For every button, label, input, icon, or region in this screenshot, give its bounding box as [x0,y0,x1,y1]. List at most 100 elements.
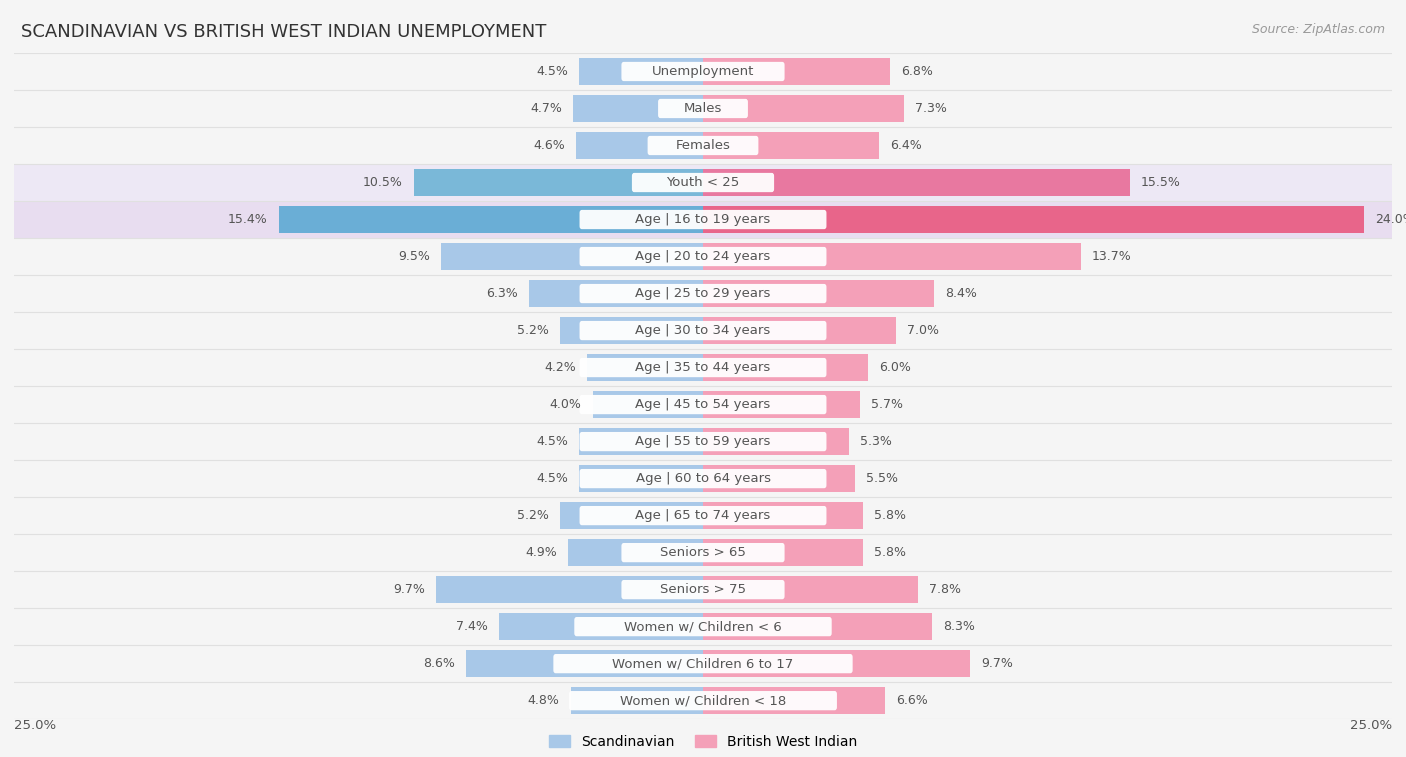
Text: 9.7%: 9.7% [392,583,425,596]
FancyBboxPatch shape [658,99,748,118]
FancyBboxPatch shape [631,173,775,192]
Bar [530,280,703,307]
Bar [703,428,849,455]
Text: 5.7%: 5.7% [872,398,903,411]
Bar [574,95,703,122]
FancyBboxPatch shape [569,691,837,710]
Text: 9.5%: 9.5% [398,250,430,263]
Bar [703,503,863,529]
Text: 5.3%: 5.3% [860,435,891,448]
FancyBboxPatch shape [14,127,1392,164]
FancyBboxPatch shape [14,497,1392,534]
Text: 25.0%: 25.0% [14,719,56,732]
Text: Age | 25 to 29 years: Age | 25 to 29 years [636,287,770,300]
Text: 7.8%: 7.8% [929,583,960,596]
Text: 10.5%: 10.5% [363,176,402,189]
Text: Age | 45 to 54 years: Age | 45 to 54 years [636,398,770,411]
Text: 4.5%: 4.5% [536,472,568,485]
Text: 6.8%: 6.8% [901,65,934,78]
Bar [441,243,703,269]
Bar [703,170,1130,196]
Bar [579,428,703,455]
FancyBboxPatch shape [14,645,1392,682]
FancyBboxPatch shape [14,423,1392,460]
Text: 5.2%: 5.2% [517,509,548,522]
Bar [568,539,703,566]
FancyBboxPatch shape [579,284,827,303]
FancyBboxPatch shape [14,201,1392,238]
FancyBboxPatch shape [14,571,1392,608]
Bar [413,170,703,196]
Bar [499,613,703,640]
Bar [703,243,1081,269]
FancyBboxPatch shape [579,395,827,414]
Legend: Scandinavian, British West Indian: Scandinavian, British West Indian [548,735,858,749]
Bar [593,391,703,418]
Text: 6.3%: 6.3% [486,287,519,300]
Text: 4.2%: 4.2% [544,361,576,374]
Text: 4.9%: 4.9% [526,546,557,559]
Bar [703,206,1364,233]
Text: 8.4%: 8.4% [945,287,977,300]
FancyBboxPatch shape [621,62,785,81]
FancyBboxPatch shape [579,321,827,340]
Text: 5.8%: 5.8% [875,509,905,522]
Text: 4.5%: 4.5% [536,65,568,78]
Text: Age | 30 to 34 years: Age | 30 to 34 years [636,324,770,337]
Bar [560,503,703,529]
Bar [560,317,703,344]
Bar [278,206,703,233]
Bar [579,58,703,85]
Text: Age | 16 to 19 years: Age | 16 to 19 years [636,213,770,226]
FancyBboxPatch shape [579,506,827,525]
FancyBboxPatch shape [579,469,827,488]
Text: 5.2%: 5.2% [517,324,548,337]
FancyBboxPatch shape [621,580,785,600]
Bar [703,354,869,381]
Text: 4.7%: 4.7% [530,102,562,115]
Text: 15.4%: 15.4% [228,213,267,226]
Bar [703,576,918,603]
Text: 6.0%: 6.0% [879,361,911,374]
Text: 8.6%: 8.6% [423,657,456,670]
Text: 4.5%: 4.5% [536,435,568,448]
FancyBboxPatch shape [14,608,1392,645]
Bar [703,317,896,344]
FancyBboxPatch shape [648,136,758,155]
Text: 4.8%: 4.8% [527,694,560,707]
Text: Age | 60 to 64 years: Age | 60 to 64 years [636,472,770,485]
Text: 5.8%: 5.8% [875,546,905,559]
Bar [703,539,863,566]
Bar [703,466,855,492]
FancyBboxPatch shape [579,247,827,266]
Text: 4.0%: 4.0% [550,398,582,411]
FancyBboxPatch shape [14,312,1392,349]
FancyBboxPatch shape [14,386,1392,423]
Text: Age | 65 to 74 years: Age | 65 to 74 years [636,509,770,522]
FancyBboxPatch shape [574,617,832,636]
FancyBboxPatch shape [14,164,1392,201]
FancyBboxPatch shape [554,654,852,673]
Text: Youth < 25: Youth < 25 [666,176,740,189]
Bar [703,280,935,307]
Text: Males: Males [683,102,723,115]
Bar [465,650,703,677]
FancyBboxPatch shape [14,460,1392,497]
Text: Seniors > 75: Seniors > 75 [659,583,747,596]
Text: 5.5%: 5.5% [866,472,897,485]
Text: Unemployment: Unemployment [652,65,754,78]
Text: 6.4%: 6.4% [890,139,922,152]
Text: 7.0%: 7.0% [907,324,939,337]
Text: 25.0%: 25.0% [1350,719,1392,732]
FancyBboxPatch shape [14,349,1392,386]
Text: Women w/ Children < 18: Women w/ Children < 18 [620,694,786,707]
Text: 7.4%: 7.4% [456,620,488,633]
FancyBboxPatch shape [14,275,1392,312]
FancyBboxPatch shape [579,210,827,229]
Text: SCANDINAVIAN VS BRITISH WEST INDIAN UNEMPLOYMENT: SCANDINAVIAN VS BRITISH WEST INDIAN UNEM… [21,23,547,41]
Bar [579,466,703,492]
Text: Age | 20 to 24 years: Age | 20 to 24 years [636,250,770,263]
Bar [703,613,932,640]
FancyBboxPatch shape [14,53,1392,90]
Text: 4.6%: 4.6% [533,139,565,152]
